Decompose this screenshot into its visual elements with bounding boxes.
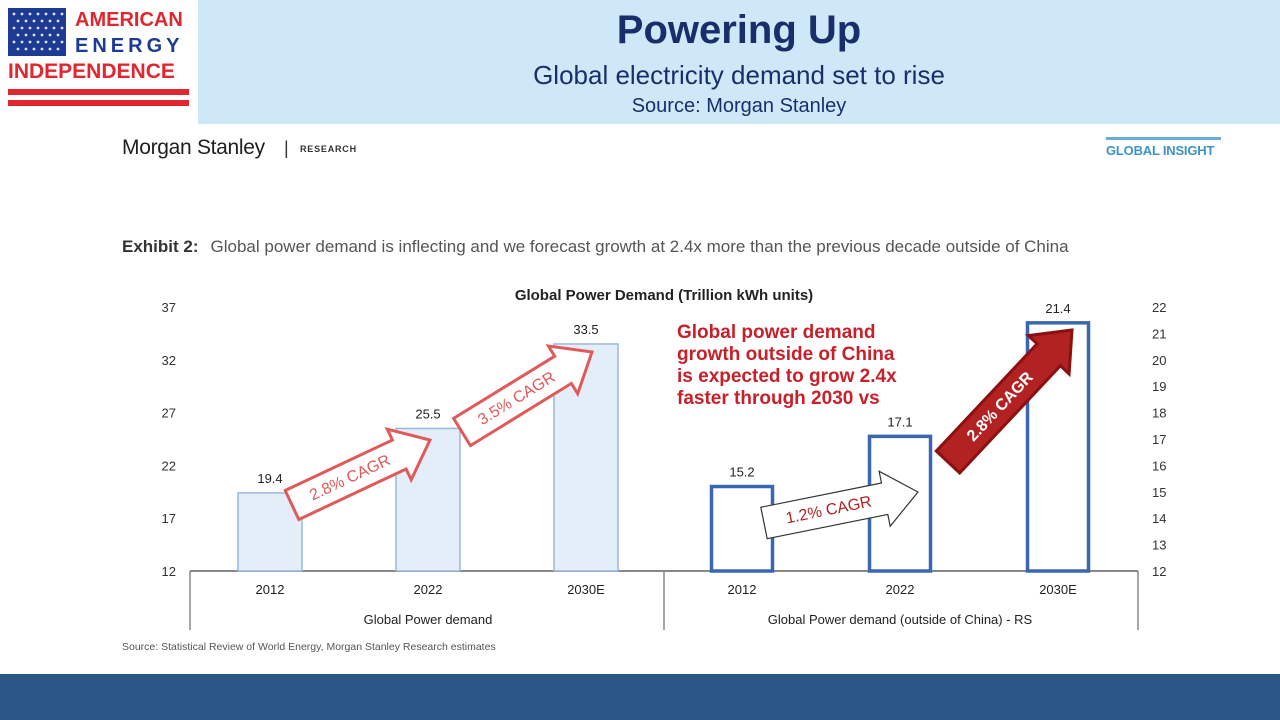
chart-source-note: Source: Statistical Review of World Ener… — [122, 641, 496, 653]
flag-icon: AMERICAN ENERGY INDEPENDENCE — [8, 8, 189, 106]
header-source: Source: Morgan Stanley — [631, 95, 847, 117]
page-title: Powering Up — [616, 8, 862, 52]
power-demand-chart: Global Power Demand (Trillion kWh units)… — [162, 287, 1166, 630]
left-axis-tick: 22 — [162, 458, 176, 473]
bar-value-label: 25.5 — [415, 406, 440, 421]
right-axis-tick: 20 — [1152, 353, 1166, 368]
bottom-band — [0, 674, 1280, 720]
right-axis-tick: 16 — [1152, 458, 1166, 473]
x-category-label: 2012 — [256, 582, 285, 597]
page-subtitle: Global electricity demand set to rise — [533, 60, 945, 90]
right-axis-tick: 19 — [1152, 379, 1166, 394]
left-axis-tick: 17 — [162, 511, 176, 526]
right-axis-tick: 21 — [1152, 326, 1166, 341]
bar-value-label: 17.1 — [887, 414, 912, 429]
bar-1-2030E — [1025, 321, 1091, 573]
right-axis-tick: 15 — [1152, 485, 1166, 500]
right-axis-tick: 12 — [1152, 564, 1166, 579]
annotation-line: growth outside of China — [677, 344, 895, 365]
left-axis-tick: 32 — [162, 353, 176, 368]
annotation-line: Global power demand — [677, 322, 875, 343]
logo-line-3: INDEPENDENCE — [8, 60, 175, 83]
logo-line-1: AMERICAN — [75, 9, 183, 31]
slide-header: Powering Up Global electricity demand se… — [198, 0, 1280, 124]
annotation-line: faster through 2030 vs — [677, 388, 880, 409]
group-label: Global Power demand (outside of China) -… — [768, 612, 1033, 627]
x-category-label: 2022 — [414, 582, 443, 597]
global-insight-badge: GLOBAL INSIGHT — [1106, 143, 1215, 158]
research-label: RESEARCH — [300, 144, 357, 154]
exhibit-caption: Exhibit 2: Global power demand is inflect… — [122, 237, 1069, 257]
left-axis-tick: 12 — [162, 564, 176, 579]
cagr-arrow — [934, 328, 1074, 476]
annotation-line: is expected to grow 2.4x — [677, 366, 897, 387]
x-category-label: 2022 — [886, 582, 915, 597]
right-axis-tick: 17 — [1152, 432, 1166, 447]
cagr-arrow — [760, 470, 919, 540]
exhibit-label: Exhibit 2: — [122, 237, 199, 256]
x-category-label: 2030E — [567, 582, 605, 597]
chart-title: Global Power Demand (Trillion kWh units) — [515, 287, 813, 304]
group-label: Global Power demand — [364, 612, 493, 627]
cagr-arrow — [451, 344, 595, 448]
right-axis-tick: 18 — [1152, 406, 1166, 421]
right-axis-tick: 13 — [1152, 538, 1166, 553]
morgan-stanley-logo: Morgan Stanley — [122, 136, 265, 159]
bar-1-2012 — [709, 484, 775, 573]
global-insight-bar — [1106, 137, 1221, 140]
exhibit-text: Global power demand is inflecting and we… — [210, 237, 1069, 256]
left-axis-tick: 27 — [162, 406, 176, 421]
x-category-label: 2012 — [728, 582, 757, 597]
right-axis-tick: 22 — [1152, 300, 1166, 315]
left-axis-tick: 37 — [162, 300, 176, 315]
bar-value-label: 15.2 — [729, 465, 754, 480]
logo-line-2: ENERGY — [75, 35, 183, 57]
bar-value-label: 19.4 — [257, 471, 282, 486]
x-category-label: 2030E — [1039, 582, 1077, 597]
bar-value-label: 33.5 — [573, 322, 598, 337]
right-axis-tick: 14 — [1152, 511, 1166, 526]
cagr-arrow — [283, 426, 433, 522]
bar-value-label: 21.4 — [1045, 301, 1070, 316]
brand-separator: | — [284, 138, 289, 158]
american-energy-independence-logo: AMERICAN ENERGY INDEPENDENCE — [0, 0, 198, 124]
